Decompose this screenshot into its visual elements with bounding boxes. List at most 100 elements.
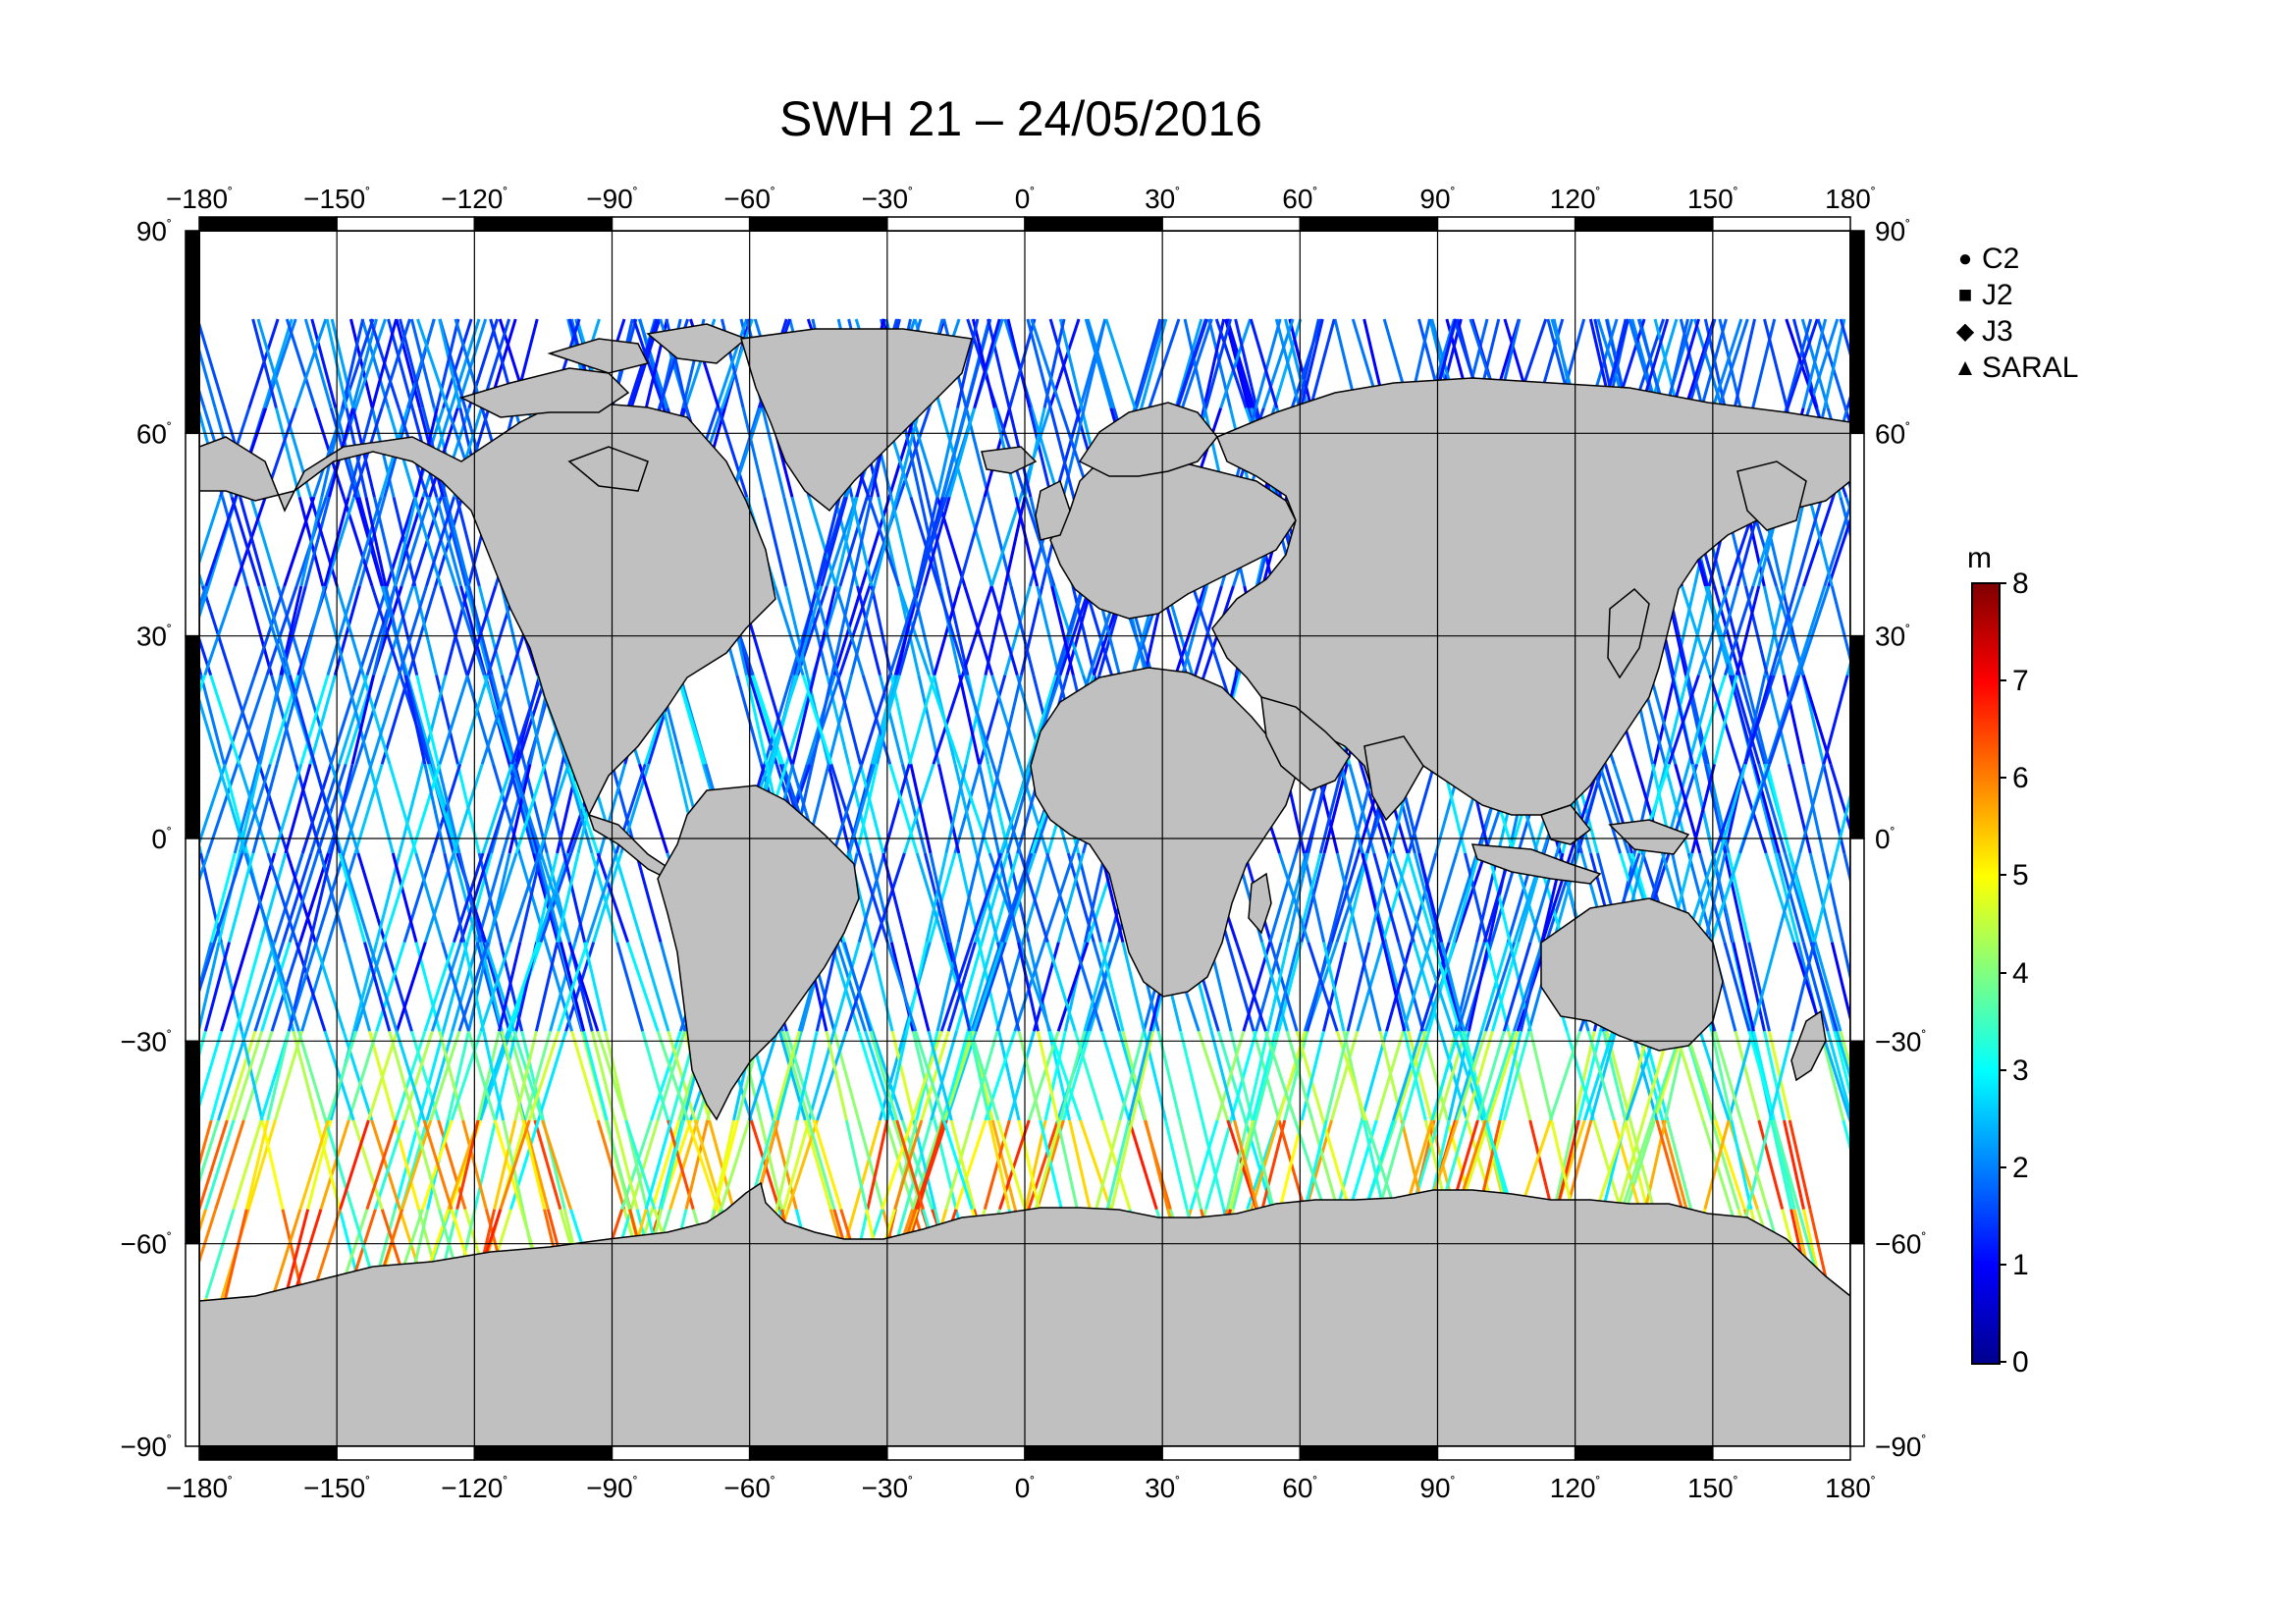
- track-segment: [2149, 764, 2177, 853]
- track-segment: [914, 1030, 945, 1121]
- track-segment: [1712, 675, 1738, 765]
- track-segment: [340, 852, 371, 944]
- track-segment: [909, 496, 940, 587]
- x-tick-top: −180˚: [166, 184, 233, 214]
- track-segment: [660, 1119, 685, 1211]
- track-segment: [466, 1030, 497, 1121]
- colorbar-label: 8: [2012, 568, 2029, 600]
- track-segment: [2118, 1120, 2147, 1210]
- track-segment: [1899, 319, 1925, 408]
- track-segment: [1397, 942, 1425, 1032]
- track-segment: [2026, 764, 2056, 853]
- track-segment: [2229, 1031, 2258, 1120]
- track-segment: [286, 852, 317, 944]
- track-segment: [1730, 1119, 1753, 1210]
- frame-bar-bottom: [1299, 1445, 1439, 1461]
- track-segment: [2028, 764, 2054, 853]
- track-segment: [422, 1119, 454, 1211]
- track-segment: [370, 318, 399, 409]
- track-segment: [2116, 1298, 2137, 1387]
- track-segment: [400, 1119, 433, 1211]
- track-segment: [1225, 1119, 1250, 1210]
- track-segment: [1747, 1030, 1776, 1121]
- track-segment: [2163, 1031, 2188, 1120]
- track-segment: [349, 318, 374, 409]
- track-segment: [764, 675, 794, 765]
- track-segment: [592, 852, 623, 944]
- track-segment: [2077, 853, 2107, 943]
- track-segment: [1133, 318, 1162, 409]
- track-segment: [0, 408, 18, 498]
- track-segment: [2127, 1210, 2150, 1299]
- x-tick-bottom: 60˚: [1282, 1473, 1317, 1503]
- track-segment: [2206, 1298, 2236, 1387]
- track-segment: [16, 586, 39, 676]
- track-segment: [708, 1119, 735, 1211]
- track-segment: [1830, 585, 1850, 665]
- track-segment: [438, 318, 462, 409]
- y-tick-right: 60˚: [1875, 418, 1910, 449]
- track-segment: [1372, 852, 1401, 944]
- track-segment: [199, 585, 208, 611]
- track-segment: [394, 585, 419, 676]
- track-segment: [292, 1030, 319, 1121]
- track-segment: [585, 852, 618, 944]
- track-segment: [1464, 852, 1489, 944]
- track-segment: [149, 943, 179, 1032]
- frame-bar-bottom: [336, 1445, 476, 1461]
- track-segment: [1747, 942, 1771, 1032]
- track-segment: [2114, 853, 2139, 943]
- track-segment: [1330, 852, 1361, 944]
- track-segment: [1686, 675, 1710, 765]
- track-segment: [1625, 1119, 1656, 1211]
- track-segment: [1918, 1298, 1940, 1387]
- track-segment: [1921, 1298, 1941, 1387]
- track-segment: [2084, 586, 2107, 676]
- track-segment: [1873, 497, 1900, 586]
- track-segment: [203, 585, 237, 676]
- track-segment: [477, 585, 504, 676]
- track-segment: [1003, 497, 1027, 587]
- track-segment: [2173, 1031, 2199, 1120]
- track-segment: [1189, 1119, 1219, 1211]
- track-segment: [262, 318, 294, 409]
- colorbar-label: 0: [2012, 1346, 2029, 1379]
- track-segment: [97, 853, 125, 943]
- track-segment: [1045, 942, 1077, 1032]
- frame-bar-top: [1436, 216, 1576, 232]
- colorbar-label: 6: [2012, 762, 2029, 795]
- track-segment: [2098, 586, 2125, 676]
- track-segment: [2105, 943, 2130, 1032]
- track-segment: [866, 1119, 889, 1210]
- track-segment: [907, 675, 936, 765]
- track-segment: [770, 675, 798, 765]
- frame-bar-left: [185, 838, 200, 1043]
- track-segment: [1273, 942, 1300, 1032]
- track-segment: [1768, 1030, 1794, 1121]
- track-segment: [2263, 1120, 2290, 1210]
- track-segment: [562, 852, 587, 944]
- track-segment: [1655, 1119, 1683, 1211]
- track-segment: [246, 852, 277, 944]
- track-segment: [2149, 943, 2173, 1032]
- track-segment: [1786, 318, 1819, 409]
- track-segment: [1951, 408, 1977, 498]
- track-segment: [253, 942, 285, 1032]
- x-tick-top: 150˚: [1687, 184, 1738, 214]
- track-segment: [2153, 853, 2175, 943]
- track-segment: [57, 319, 80, 408]
- track-segment: [510, 675, 543, 765]
- track-segment: [1833, 1030, 1850, 1100]
- track-segment: [2157, 853, 2184, 943]
- track-segment: [204, 1209, 236, 1299]
- track-segment: [775, 1030, 803, 1121]
- track-segment: [1949, 1298, 1969, 1387]
- track-segment: [430, 942, 462, 1032]
- track-segment: [1502, 942, 1532, 1032]
- track-segment: [2139, 943, 2163, 1032]
- track-segment: [2238, 1298, 2263, 1387]
- track-segment: [2120, 676, 2149, 765]
- track-segment: [1421, 1030, 1450, 1121]
- track-segment: [1653, 318, 1680, 409]
- track-segment: [375, 942, 406, 1032]
